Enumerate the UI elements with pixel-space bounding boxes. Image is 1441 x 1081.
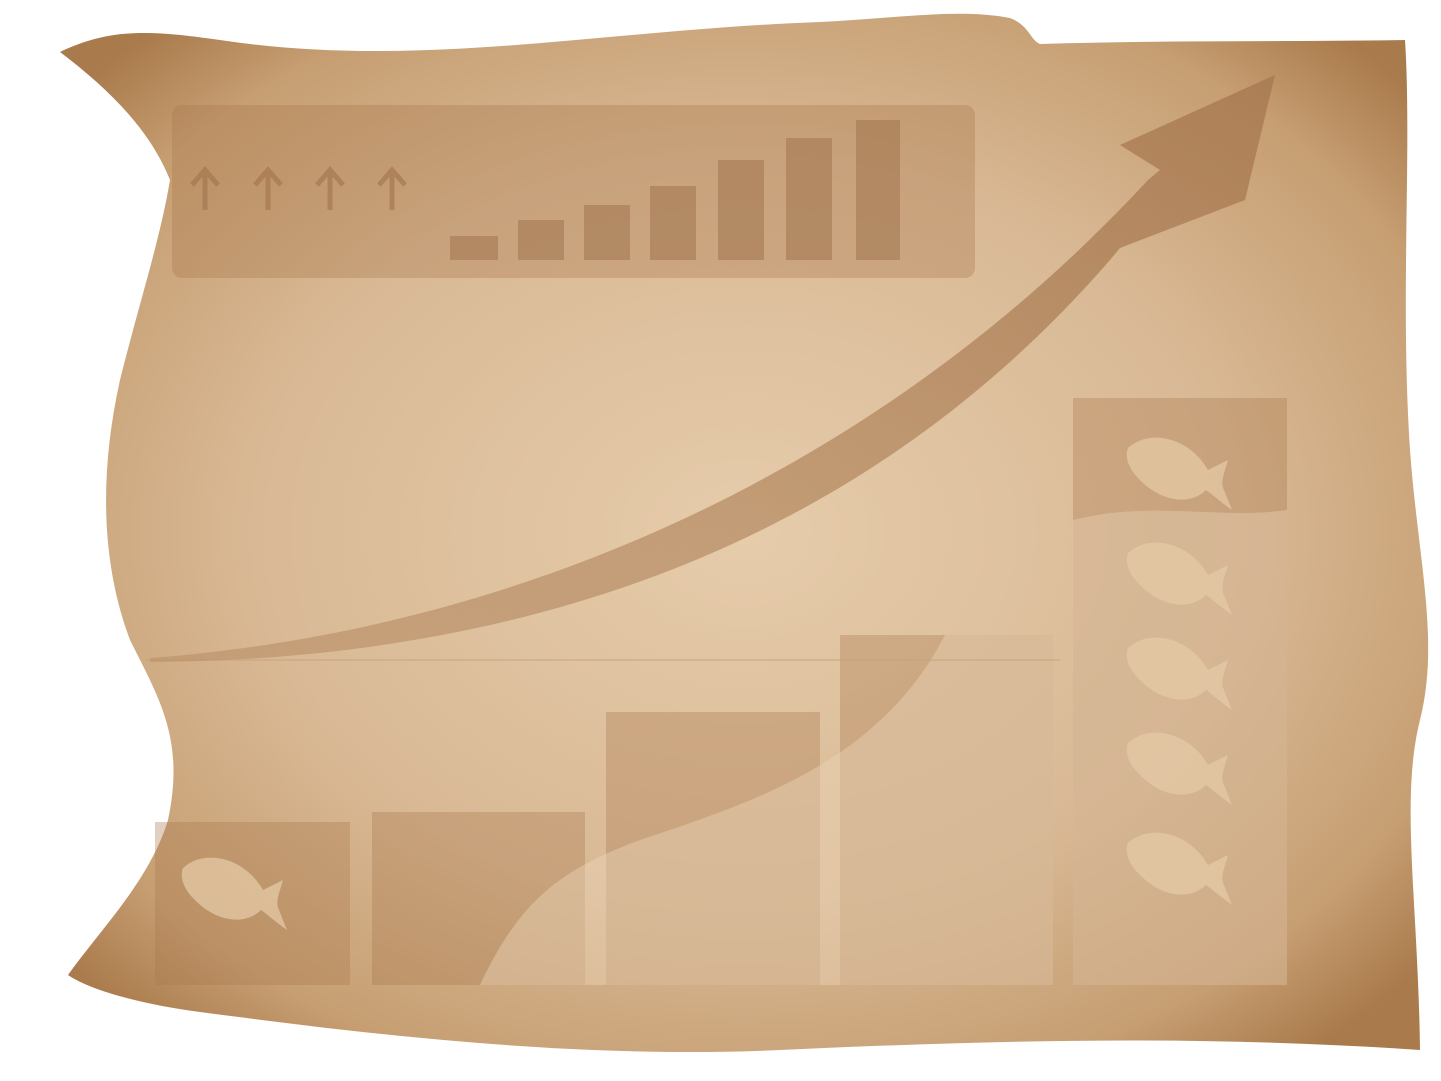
growth-arrow [150,75,1275,662]
up-arrows [190,166,407,210]
wave-highlight [480,635,1053,985]
top-panel [172,105,975,278]
mini-bars [450,120,900,260]
